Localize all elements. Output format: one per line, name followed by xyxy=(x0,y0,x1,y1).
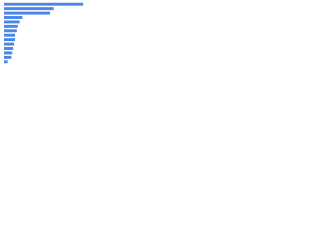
bar xyxy=(4,7,54,11)
bar xyxy=(4,29,17,33)
chart xyxy=(4,2,84,64)
bar xyxy=(4,2,84,6)
bar xyxy=(4,20,20,24)
bar xyxy=(4,47,14,50)
bar xyxy=(4,33,16,37)
bar xyxy=(4,11,50,15)
bar xyxy=(4,24,18,28)
bar xyxy=(4,42,15,46)
bar xyxy=(4,60,8,64)
bar xyxy=(4,38,16,42)
bar xyxy=(4,55,12,59)
bar xyxy=(4,16,23,19)
bar xyxy=(4,51,13,55)
